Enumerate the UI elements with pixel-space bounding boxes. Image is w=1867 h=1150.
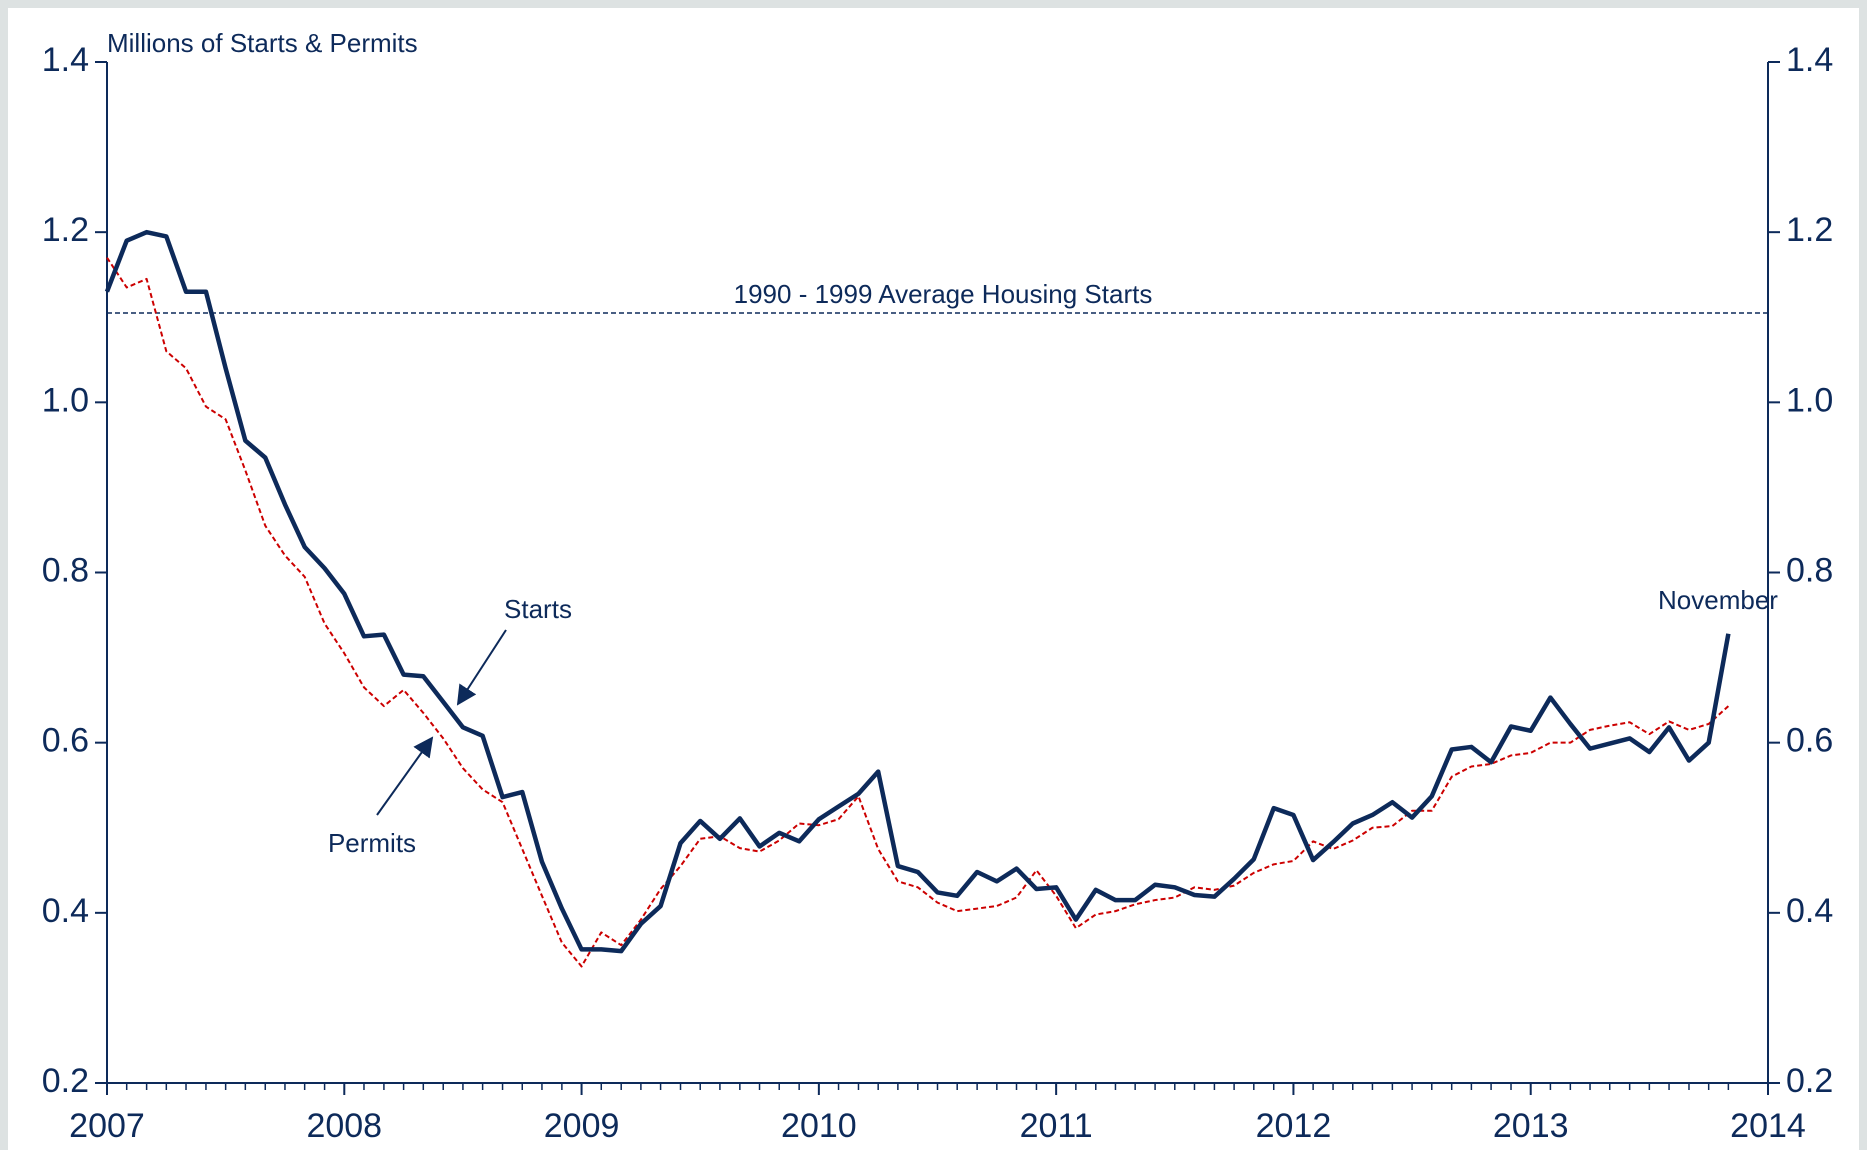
x-tick-label: 2013	[1493, 1107, 1569, 1145]
x-tick-label: 2011	[1020, 1107, 1093, 1145]
x-tick-label: 2007	[69, 1107, 145, 1145]
y2-tick-label: 1.2	[1786, 211, 1833, 249]
y2-tick-label: 0.2	[1786, 1062, 1833, 1100]
chart-background	[8, 8, 1859, 1150]
y-tick-label: 0.8	[42, 551, 89, 589]
y2-tick-label: 1.0	[1786, 381, 1833, 419]
y-tick-label: 0.4	[42, 892, 89, 930]
y-tick-label: 1.2	[42, 211, 89, 249]
x-tick-label: 2010	[781, 1107, 857, 1145]
y-tick-label: 1.0	[42, 381, 89, 419]
starts-label: Starts	[504, 594, 572, 624]
y2-tick-label: 1.4	[1786, 41, 1833, 79]
y2-tick-label: 0.4	[1786, 892, 1833, 930]
x-tick-label: 2014	[1730, 1107, 1806, 1145]
november-label: November	[1658, 585, 1778, 615]
y-tick-label: 0.6	[42, 722, 89, 760]
y2-tick-label: 0.8	[1786, 551, 1833, 589]
series-line	[106, 257, 1730, 968]
x-tick-label: 2012	[1256, 1107, 1332, 1145]
y-tick-label: 1.4	[42, 41, 89, 79]
permits-arrow	[376, 736, 434, 816]
starts-arrow	[456, 629, 507, 706]
series-line	[104, 229, 1731, 954]
permits-label: Permits	[328, 828, 416, 858]
y2-tick-label: 0.6	[1786, 722, 1833, 760]
y-tick-label: 0.2	[42, 1062, 89, 1100]
reference-label: 1990 - 1999 Average Housing Starts	[734, 279, 1153, 309]
x-tick-label: 2008	[306, 1107, 382, 1145]
y-axis-label: Millions of Starts & Permits	[107, 28, 418, 58]
x-tick-label: 2009	[544, 1107, 620, 1145]
